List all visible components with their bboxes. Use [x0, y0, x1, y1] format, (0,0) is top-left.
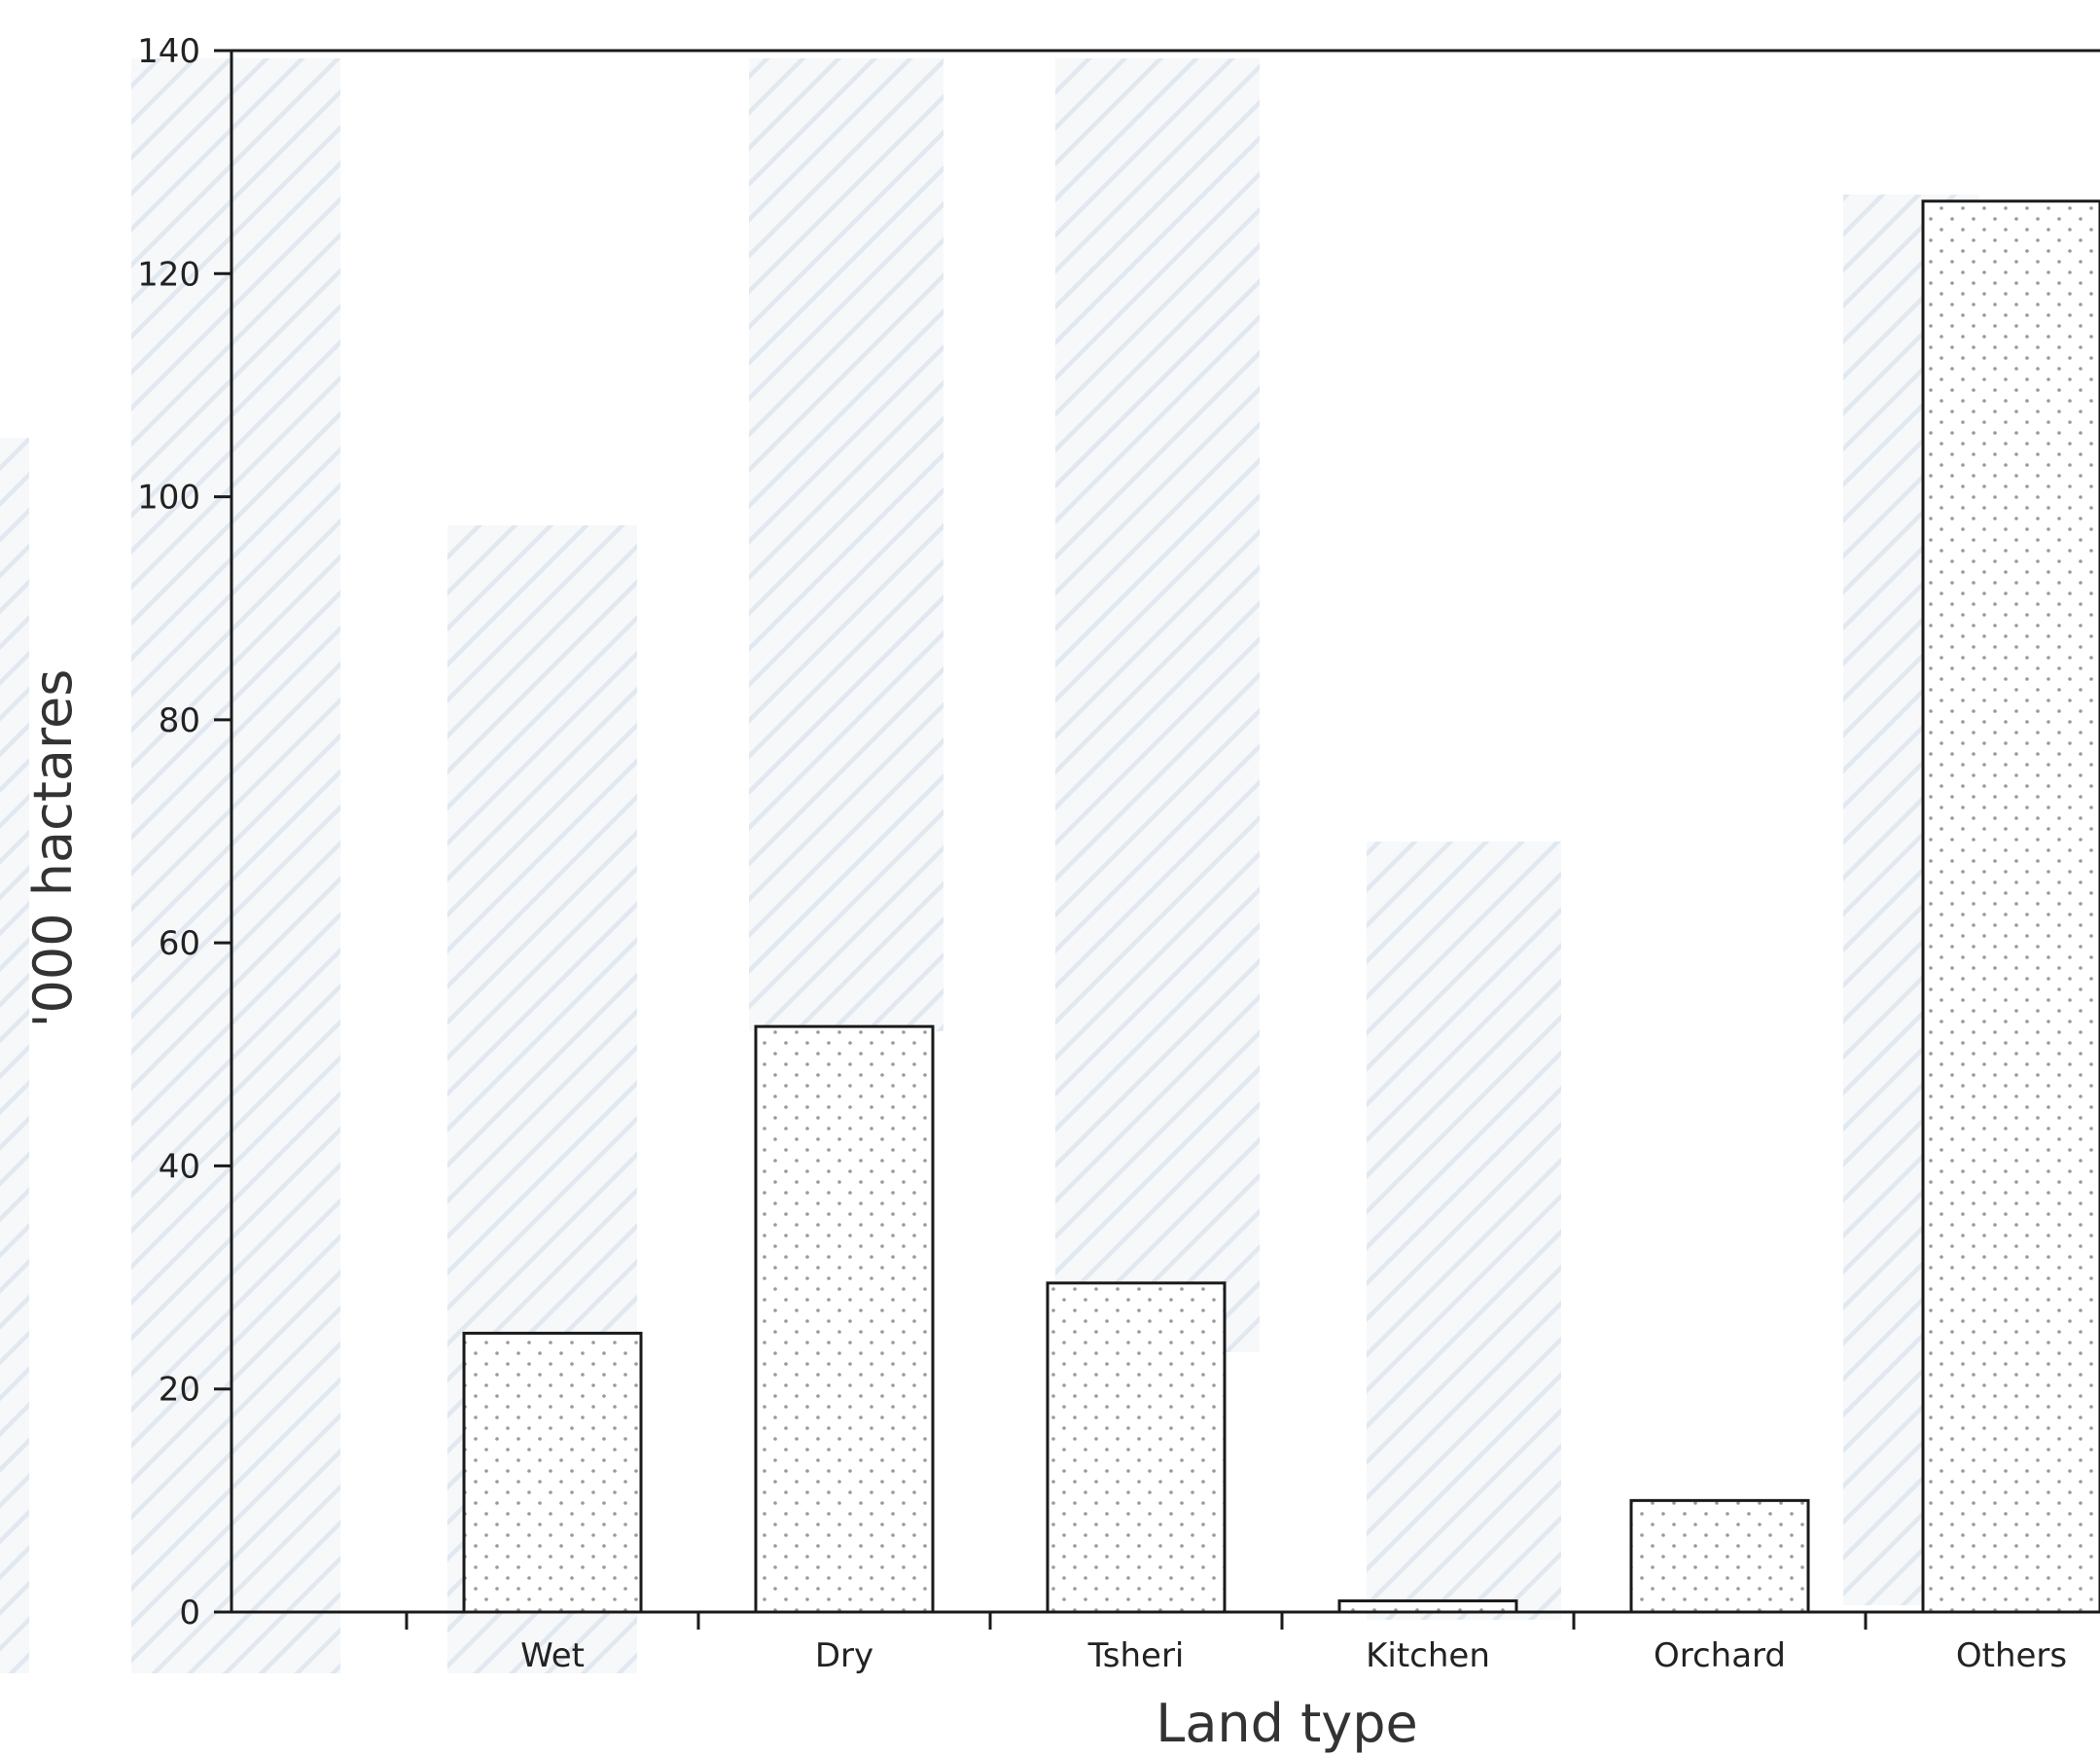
plot-area — [231, 49, 2100, 1614]
bar-tsheri — [1046, 1281, 1227, 1614]
y-tick-label: 80 — [159, 701, 200, 740]
background-hatch-band — [1055, 58, 1260, 1352]
background-hatch-bands — [0, 58, 1979, 1673]
y-tick-label: 120 — [137, 255, 200, 294]
y-tick-label: 140 — [137, 32, 200, 71]
bar-orchard — [1629, 1498, 1810, 1614]
x-tick-label: Kitchen — [1366, 1636, 1490, 1675]
x-tick-label: Tsheri — [1087, 1636, 1185, 1675]
y-axis-title: '000 hactares — [22, 669, 84, 1028]
background-hatch-band — [749, 58, 943, 1031]
y-tick-label: 40 — [159, 1147, 200, 1186]
background-hatch-band — [1367, 842, 1561, 1620]
y-axis: 0 20 40 60 80 100 120 140 — [137, 32, 233, 1632]
bar-kitchen — [1337, 1599, 1518, 1614]
y-tick-label: 20 — [159, 1371, 200, 1410]
background-hatch-band — [131, 58, 340, 1673]
bar-others — [1921, 199, 2100, 1614]
x-tick-label: Others — [1956, 1636, 2067, 1675]
y-tick-label: 0 — [179, 1594, 200, 1632]
x-tick-label: Dry — [815, 1636, 873, 1675]
x-tick-label: Wet — [520, 1636, 585, 1675]
x-axis-title: Land type — [1156, 1693, 1417, 1754]
bar-dry — [754, 1024, 935, 1614]
bar-wet — [462, 1331, 643, 1614]
y-tick-label: 100 — [137, 479, 200, 518]
background-hatch-band — [0, 438, 29, 1673]
x-axis: Wet Dry Tsheri Kitchen Orchard Others — [231, 1610, 2100, 1675]
y-tick-label: 60 — [159, 924, 200, 963]
x-tick-label: Orchard — [1654, 1636, 1786, 1675]
